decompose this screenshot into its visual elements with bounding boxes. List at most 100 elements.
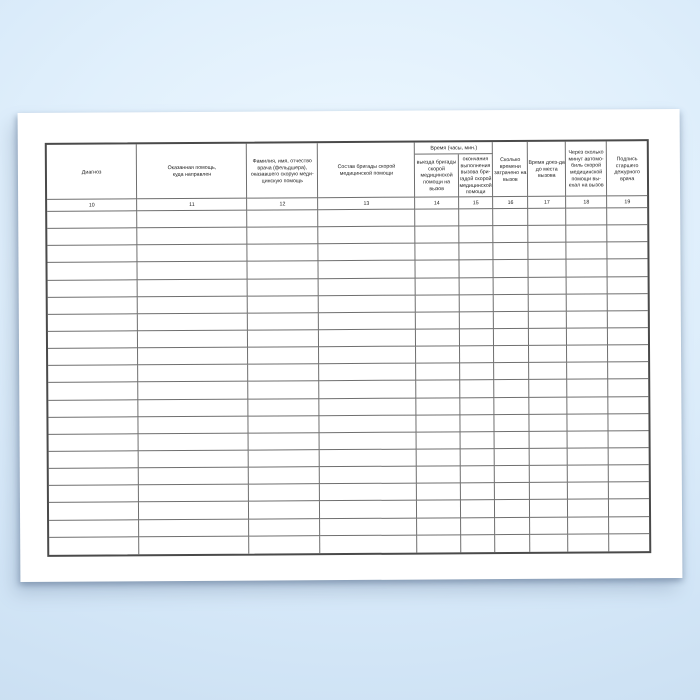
table-cell: [528, 277, 567, 295]
table-cell: [494, 397, 530, 415]
table-cell: [494, 414, 530, 432]
column-number-13: 13: [318, 197, 416, 211]
column-number-18-label: 18: [583, 198, 590, 205]
table-cell: [415, 329, 461, 347]
table-cell: [48, 434, 139, 452]
table-cell: [247, 330, 320, 348]
table-cell: [318, 261, 416, 279]
table-cell: [48, 416, 139, 435]
table-cell: [494, 448, 530, 467]
table-cell: [460, 363, 495, 381]
table-cell: [247, 313, 319, 331]
table-cell: [609, 516, 650, 535]
header-time-completion-label: окончания выполнения вызова бри-гадой ск…: [459, 155, 492, 195]
table-cell: [48, 348, 139, 367]
column-number-12-label: 12: [279, 200, 286, 207]
table-cell: [417, 517, 462, 536]
table-cell: [567, 379, 609, 398]
column-number-13-label: 13: [363, 200, 370, 207]
table-cell: [48, 399, 139, 418]
column-number-10-label: 10: [88, 201, 95, 208]
table-cell: [138, 416, 249, 435]
table-cell: [459, 294, 494, 313]
header-diagnosis: Диагноз: [46, 144, 138, 200]
table-cell: [138, 347, 249, 366]
table-cell: [607, 328, 649, 346]
column-number-18: 18: [566, 196, 608, 209]
table-cell: [249, 518, 321, 537]
column-number-14-label: 14: [433, 199, 440, 206]
table-cell: [566, 276, 608, 295]
table-cell: [247, 278, 319, 297]
table-cell: [529, 482, 568, 501]
table-cell: [138, 450, 249, 469]
table-cell: [415, 312, 460, 330]
table-cell: [319, 466, 417, 485]
table-cell: [459, 311, 494, 330]
header-time-departure-label: выезда бригады скорой медицинской помощи…: [416, 158, 457, 192]
table-cell: [319, 415, 417, 434]
table-cell: [248, 398, 320, 417]
header-senior-doctor-signature-label: Подпись старшего дежурного врача: [614, 155, 640, 182]
table-cell: [607, 311, 648, 329]
column-number-15: 15: [459, 197, 494, 210]
table-cell: [529, 380, 568, 398]
table-cell: [139, 519, 250, 537]
ambulance-call-log-table: Диагноз Оказанная помощь, куда направлен…: [44, 139, 652, 557]
table-cell: [47, 228, 138, 247]
table-cell: [566, 294, 608, 312]
table-cell: [529, 431, 568, 449]
table-cell: [459, 226, 494, 244]
table-cell: [568, 534, 610, 552]
table-cell: [568, 516, 610, 535]
table-cell: [493, 226, 529, 244]
header-brigade-composition-label: Состав бригады скорой медицинской помощи: [337, 163, 395, 177]
table-cell: [493, 311, 529, 330]
table-cell: [416, 363, 461, 382]
table-cell: [48, 468, 139, 487]
column-number-17-label: 17: [543, 198, 550, 206]
table-cell: [247, 295, 319, 314]
table-cell: [608, 499, 650, 517]
table-cell: [416, 380, 461, 399]
table-cell: [319, 381, 417, 399]
table-cell: [416, 432, 461, 450]
table-cell: [567, 499, 610, 518]
table-cell: [566, 259, 608, 278]
table-cell: [609, 534, 649, 551]
table-cell: [566, 328, 609, 346]
table-cell: [415, 243, 460, 262]
table-cell: [460, 380, 495, 398]
table-cell: [47, 331, 139, 349]
header-time-group-label: Время (часы, мин.): [429, 144, 477, 151]
column-number-16-label: 16: [507, 199, 514, 206]
table-cell: [607, 242, 648, 260]
table-cell: [248, 415, 320, 434]
table-cell: [47, 279, 138, 298]
table-cell: [567, 465, 609, 483]
table-cell: [493, 328, 530, 347]
table-cell: [138, 433, 249, 452]
table-cell: [566, 208, 608, 226]
table-cell: [567, 396, 609, 415]
table-cell: [415, 226, 460, 244]
table-cell: [530, 517, 569, 535]
table-cell: [416, 415, 461, 433]
table-cell: [319, 398, 417, 416]
header-time-completion: окончания выполнения вызова бри-гадой ск…: [458, 154, 494, 198]
table-cell: [417, 534, 462, 553]
table-cell: [138, 382, 249, 400]
table-cell: [416, 449, 461, 467]
table-cell: [493, 277, 529, 295]
table-cell: [528, 260, 567, 278]
table-cell: [494, 431, 530, 450]
table-cell: [460, 346, 495, 364]
table-cell: [137, 296, 248, 315]
table-cell: [608, 413, 649, 432]
table-cell: [494, 363, 530, 381]
table-cell: [495, 534, 531, 552]
table-cell: [530, 534, 569, 552]
table-cell: [566, 311, 608, 329]
table-cell: [567, 345, 609, 363]
table-cell: [528, 242, 567, 261]
